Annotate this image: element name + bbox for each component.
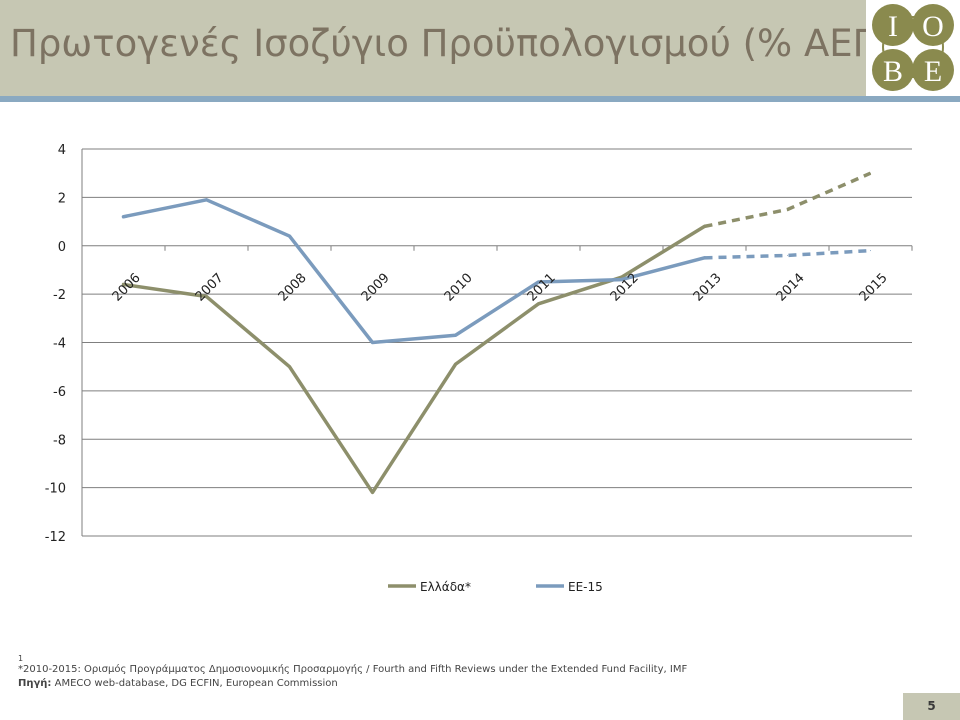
x-tick-label: 2015 <box>857 271 891 305</box>
grid-layer <box>82 148 912 537</box>
y-tick-label: -10 <box>45 482 66 497</box>
x-tick-label: 2008 <box>276 271 310 305</box>
data-point <box>289 366 290 368</box>
y-tick-label: -2 <box>53 288 66 303</box>
data-point <box>787 208 788 210</box>
data-point <box>372 342 373 343</box>
data-point <box>123 216 124 218</box>
x-tick-label: 2014 <box>774 271 808 305</box>
x-tick-label: 2009 <box>359 271 393 305</box>
slide-title: Πρωτογενές Ισοζύγιο Προϋπολογισμού (% ΑΕ… <box>10 22 895 65</box>
data-point <box>538 303 539 305</box>
series-layer <box>121 171 872 495</box>
data-point <box>455 334 456 336</box>
logo-letter: O <box>922 10 944 43</box>
logo-ring <box>882 16 944 78</box>
primary-balance-chart: 420-2-4-6-8-10-12 2006 2007 2008 2009 2010 20… <box>45 143 913 594</box>
data-point <box>455 363 456 365</box>
page-number: 5 <box>903 693 960 720</box>
footnote-mark: 1 <box>18 654 24 663</box>
y-tick-label: 2 <box>58 191 66 206</box>
legend: Ελλάδα* ΕΕ-15 <box>388 580 603 594</box>
data-point <box>289 235 290 237</box>
data-point <box>538 281 539 283</box>
axis-layer: 4 2 0 -2 -4 -6 -8 -10 -12 <box>45 143 913 545</box>
y-tick-label: 0 <box>58 240 66 255</box>
data-point <box>123 283 124 285</box>
footnote-text: *2010-2015: Ορισμός Προγράμματος Δημοσιο… <box>18 664 688 675</box>
y-tick-label: -8 <box>53 433 66 448</box>
series-line <box>121 224 707 495</box>
data-point <box>621 276 622 278</box>
data-point <box>787 254 788 256</box>
source-text: AMECO web-database, DG ECFIN, European C… <box>51 678 338 689</box>
iobe-logo-graphic: I O B E <box>872 4 954 91</box>
legend-label: ΕΕ-15 <box>568 580 603 594</box>
legend-label: Ελλάδα* <box>420 580 471 594</box>
data-point <box>372 491 373 493</box>
data-point <box>206 199 207 201</box>
series-line <box>121 198 707 345</box>
data-point <box>621 279 622 281</box>
x-tick-label: 2013 <box>691 271 725 305</box>
logo-letter: I <box>888 10 898 43</box>
data-point <box>206 296 207 298</box>
y-tick-label: -12 <box>45 530 66 545</box>
data-point <box>870 250 871 252</box>
logo-letter: B <box>883 55 903 88</box>
header-divider <box>0 96 960 102</box>
series-line-projection <box>704 171 872 229</box>
title-bar: Πρωτογενές Ισοζύγιο Προϋπολογισμού (% ΑΕ… <box>0 0 895 96</box>
data-point <box>704 225 705 227</box>
y-tick-label: -4 <box>53 337 66 352</box>
source-label: Πηγή: <box>18 678 52 689</box>
data-point <box>870 172 871 174</box>
logo-letter: E <box>924 55 942 88</box>
series-line-projection <box>704 248 871 260</box>
y-tick-label: -6 <box>53 385 66 400</box>
data-point <box>704 257 705 259</box>
y-tick-label: 4 <box>58 143 66 158</box>
x-tick-labels: 2006 2007 2008 2009 2010 2011 2012 2013 2014 2015 <box>110 271 891 305</box>
source-line: Πηγή: AMECO web-database, DG ECFIN, Euro… <box>18 677 898 691</box>
x-tick-label: 2010 <box>442 271 476 305</box>
footnote: 1 *2010-2015: Ορισμός Προγράμματος Δημοσ… <box>18 654 898 691</box>
iobe-logo: I O B E <box>866 0 960 96</box>
